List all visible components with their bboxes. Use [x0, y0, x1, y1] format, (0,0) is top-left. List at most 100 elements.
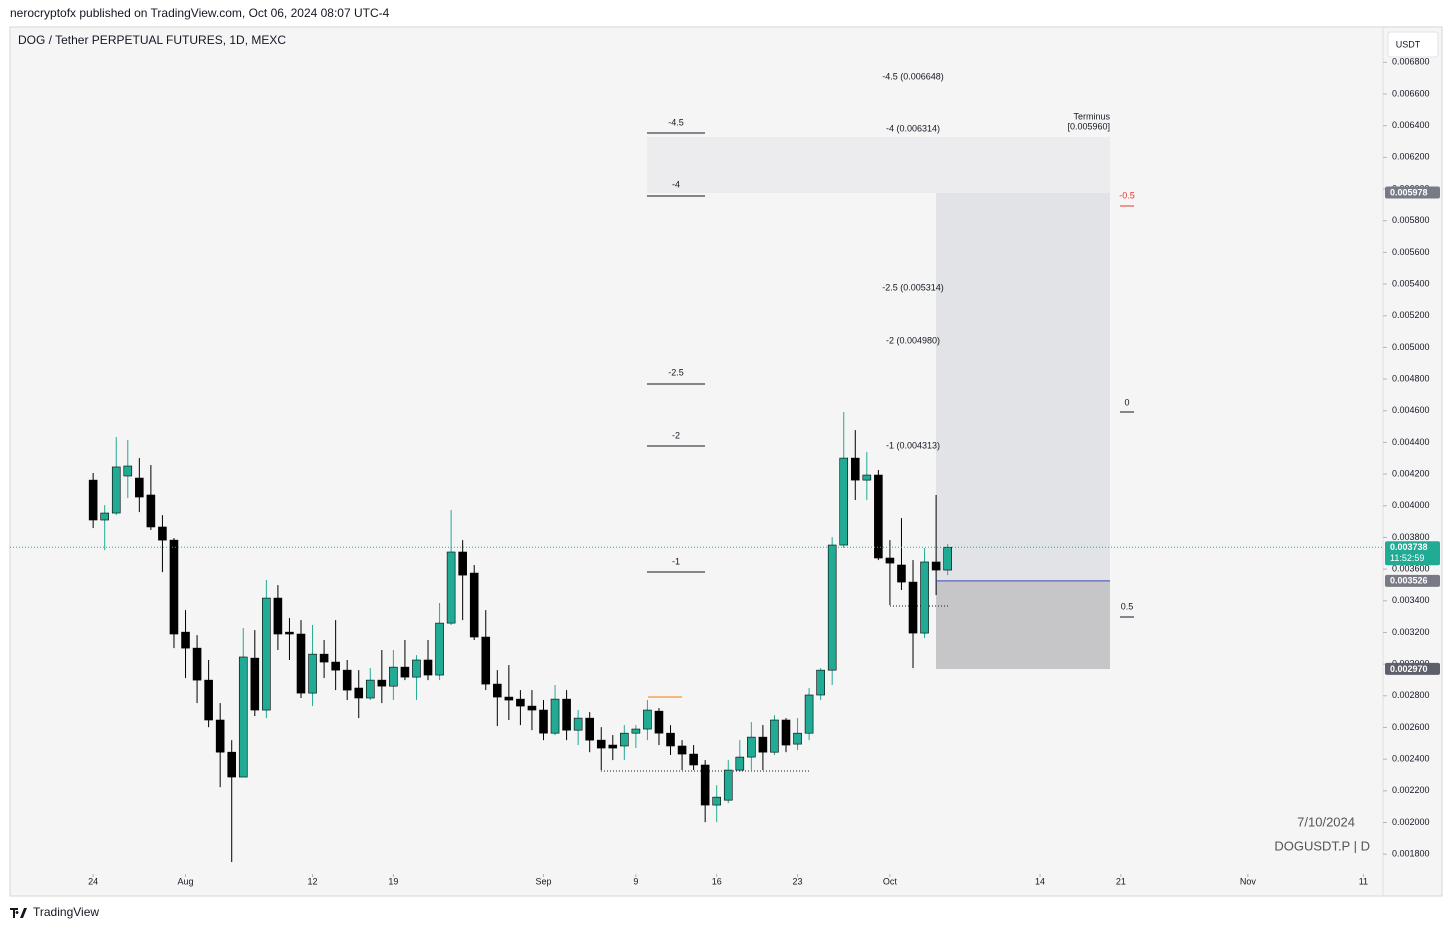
candle-body: [365, 679, 375, 699]
x-tick-label: 19: [388, 876, 398, 886]
y-tick-label: 0.006800: [1392, 57, 1430, 67]
candle-body: [88, 479, 98, 521]
candle-body: [850, 457, 860, 481]
y-tick-label: 0.005000: [1392, 342, 1430, 352]
y-tick-label: 0.005400: [1392, 278, 1430, 288]
candle-body: [608, 744, 618, 749]
candle-body: [516, 698, 525, 707]
candle-body: [747, 736, 756, 758]
candle-body: [181, 631, 190, 649]
candle-body: [700, 764, 710, 806]
candle-body: [493, 683, 502, 698]
candle-body: [712, 796, 722, 806]
candle-body: [920, 561, 929, 634]
x-tick-label: 14: [1035, 876, 1045, 886]
fib-label: 0: [1124, 397, 1129, 407]
candle-body: [758, 736, 768, 753]
candle-body: [146, 494, 156, 528]
candle-body: [285, 631, 294, 635]
candle-body: [296, 633, 306, 694]
candle-body: [908, 581, 918, 634]
candle-body: [770, 719, 779, 753]
y-tick-label: 0.005800: [1392, 215, 1430, 225]
y-tick-label: 0.004600: [1392, 405, 1430, 415]
price-label-box: [1385, 186, 1440, 199]
candle-body: [135, 477, 144, 498]
target-zone: [936, 193, 1110, 581]
fib-label: -4 (0.006314): [886, 123, 940, 133]
fib-label: -2.5 (0.005314): [882, 282, 944, 292]
y-tick-label: 0.004000: [1392, 500, 1430, 510]
fib-zone: [647, 137, 1110, 193]
candle-body: [204, 679, 213, 721]
candle-body: [423, 659, 433, 676]
candle-body: [435, 622, 444, 676]
price-countdown: 11:52:59: [1390, 553, 1424, 563]
y-tick-label: 0.002000: [1392, 817, 1430, 827]
y-tick-label: 0.005600: [1392, 247, 1430, 257]
price-label-box: [1385, 574, 1440, 587]
candle-body: [319, 653, 329, 663]
x-tick-label: Nov: [1240, 876, 1257, 886]
candle-body: [458, 551, 467, 576]
candle-body: [481, 636, 491, 685]
candle-body: [111, 466, 121, 514]
candle-body: [827, 544, 837, 671]
candle-body: [550, 698, 560, 734]
fib-label: -1: [672, 556, 680, 566]
x-tick-label: 11: [1359, 876, 1368, 886]
x-tick-label: Oct: [883, 876, 898, 886]
candle-body: [931, 561, 941, 571]
y-tick-label: 0.003200: [1392, 627, 1430, 637]
candle-body: [227, 751, 237, 778]
candle-body: [874, 474, 883, 559]
candle-body: [897, 564, 906, 583]
candle-body: [273, 597, 283, 635]
x-tick-label: 16: [712, 876, 722, 886]
fib-label: -2.5: [668, 367, 684, 377]
candle-body: [192, 647, 202, 681]
y-tick-label: 0.003800: [1392, 532, 1430, 542]
y-tick-label: 0.002400: [1392, 754, 1430, 764]
candle-body: [539, 709, 548, 734]
fib-label: -4.5 (0.006648): [882, 71, 944, 81]
candle-body: [469, 572, 479, 638]
price-label-box: [1385, 541, 1440, 566]
candle-body: [885, 557, 895, 564]
fib-label: -1 (0.004313): [886, 440, 940, 450]
footer-logo: [10, 908, 27, 918]
x-tick-label: 12: [308, 876, 318, 886]
y-tick-label: 0.004400: [1392, 437, 1430, 447]
candle-body: [723, 769, 733, 801]
x-tick-label: 23: [793, 876, 803, 886]
x-tick-label: 9: [633, 876, 638, 886]
candle-body: [643, 709, 652, 730]
candle-body: [620, 732, 629, 747]
fib-label: Terminus: [1073, 111, 1110, 121]
candle-body: [158, 526, 167, 541]
y-tick-label: 0.001800: [1392, 849, 1430, 859]
currency-button-label[interactable]: USDT: [1396, 39, 1421, 49]
y-tick-label: 0.002600: [1392, 722, 1430, 732]
candle-body: [400, 666, 410, 678]
fib-label: -4: [672, 179, 680, 189]
header: nerocryptofx published on TradingView.co…: [10, 6, 390, 20]
price-label: 0.002970: [1390, 664, 1428, 674]
candle-body: [527, 705, 537, 711]
candle-body: [596, 739, 606, 749]
y-tick-label: 0.005200: [1392, 310, 1430, 320]
candle-body: [262, 597, 271, 711]
candle-body: [689, 753, 698, 766]
x-tick-label: 21: [1116, 876, 1126, 886]
y-tick-label: 0.003600: [1392, 563, 1430, 573]
candle-body: [654, 710, 664, 734]
x-tick-label: 24: [88, 876, 98, 886]
y-tick-label: 0.006600: [1392, 88, 1430, 98]
candle-body: [666, 732, 675, 747]
candle-body: [308, 653, 317, 694]
fib-label: [0.005960]: [1067, 121, 1110, 131]
watermark-date: 7/10/2024: [1297, 814, 1355, 829]
currency-button[interactable]: [1387, 31, 1439, 58]
price-label: 0.003738: [1390, 542, 1428, 552]
